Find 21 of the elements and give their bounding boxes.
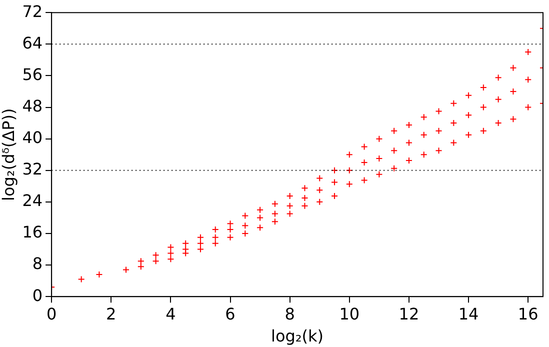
x-tick-label: 14: [458, 304, 479, 324]
x-tick-label: 2: [106, 304, 116, 324]
y-tick-label: 0: [32, 286, 43, 305]
y-tick-label: 32: [22, 160, 43, 179]
y-tick-label: 56: [22, 64, 43, 84]
x-tick-label: 4: [166, 304, 176, 324]
x-tick-label: 8: [284, 304, 295, 324]
y-tick-label: 40: [22, 128, 43, 147]
x-tick-label: 12: [398, 304, 420, 324]
y-tick-label: 72: [22, 2, 43, 21]
y-tick-label: 24: [22, 191, 43, 210]
y-tick-label: 64: [22, 33, 43, 52]
x-axis-title: log₂(k): [271, 326, 324, 346]
x-tick-label: 10: [339, 304, 360, 324]
x-tick-label: 0: [46, 304, 57, 324]
y-tick-label: 8: [32, 254, 43, 274]
y-tick-label: 16: [22, 222, 43, 242]
y-tick-label: 48: [22, 96, 43, 116]
x-tick-label: 16: [518, 304, 538, 324]
y-axis-title: log₂(dᵟ(ΔP)): [0, 108, 18, 201]
x-tick-label: 6: [225, 304, 236, 324]
